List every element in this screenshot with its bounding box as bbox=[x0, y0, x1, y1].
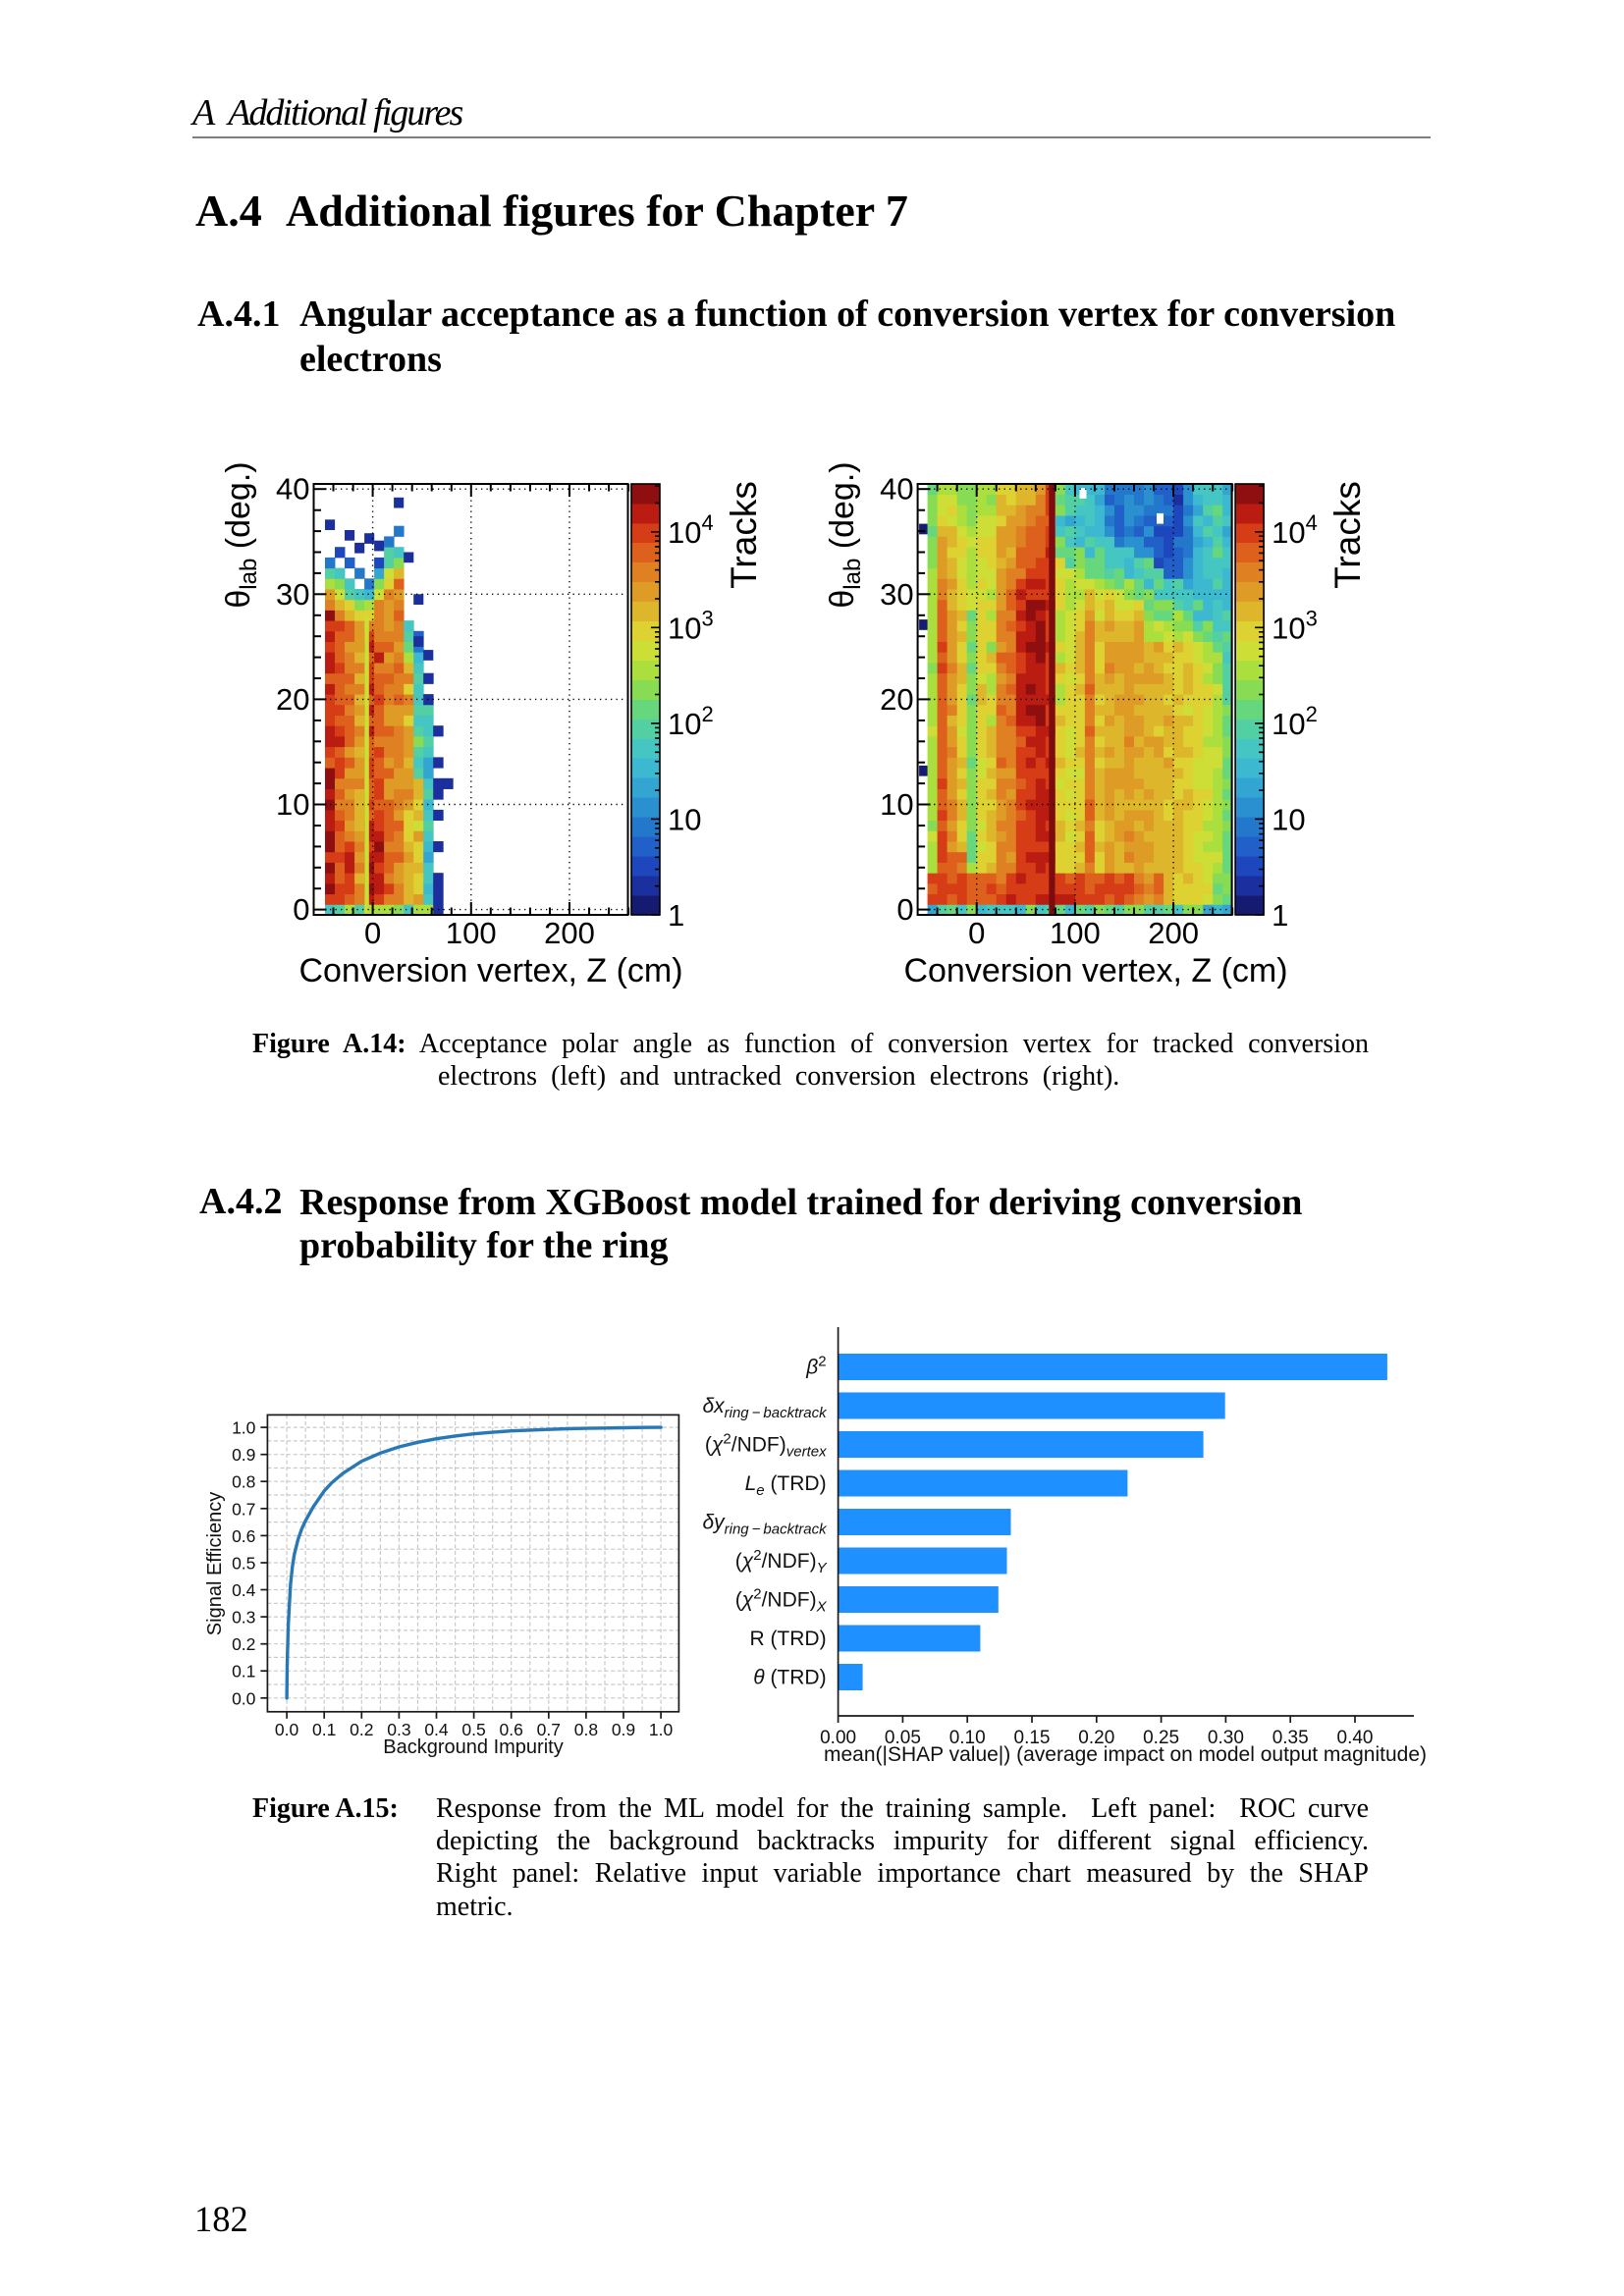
svg-text:Tracks: Tracks bbox=[1327, 481, 1368, 589]
svg-text:Tracks: Tracks bbox=[724, 481, 764, 589]
svg-text:mean(|SHAP value|) (average im: mean(|SHAP value|) (average impact on mo… bbox=[824, 1743, 1427, 1766]
svg-text:Background Impurity: Background Impurity bbox=[383, 1736, 563, 1758]
svg-text:0.5: 0.5 bbox=[232, 1554, 255, 1574]
svg-text:Le (TRD): Le (TRD) bbox=[745, 1472, 827, 1499]
svg-text:Conversion vertex, Z (cm): Conversion vertex, Z (cm) bbox=[298, 952, 682, 989]
svg-text:200: 200 bbox=[544, 916, 595, 950]
svg-text:0.3: 0.3 bbox=[387, 1720, 410, 1739]
svg-text:0.1: 0.1 bbox=[312, 1720, 336, 1739]
svg-text:0: 0 bbox=[293, 892, 309, 927]
svg-text:0.5: 0.5 bbox=[461, 1720, 485, 1739]
svg-text:R (TRD): R (TRD) bbox=[749, 1628, 826, 1650]
svg-text:0.3: 0.3 bbox=[232, 1608, 255, 1628]
svg-text:1: 1 bbox=[668, 898, 684, 933]
svg-text:(χ2/NDF)Y: (χ2/NDF)Y bbox=[735, 1547, 828, 1576]
svg-text:0.7: 0.7 bbox=[537, 1720, 561, 1739]
svg-text:0: 0 bbox=[896, 892, 913, 927]
svg-text:100: 100 bbox=[1050, 916, 1101, 950]
svg-text:200: 200 bbox=[1148, 916, 1199, 950]
svg-text:0.9: 0.9 bbox=[232, 1445, 255, 1465]
svg-text:30: 30 bbox=[880, 577, 913, 612]
svg-text:0.0: 0.0 bbox=[275, 1720, 299, 1739]
svg-text:1.0: 1.0 bbox=[232, 1418, 256, 1438]
svg-text:20: 20 bbox=[276, 682, 309, 717]
svg-text:10: 10 bbox=[276, 787, 309, 822]
svg-text:0.25: 0.25 bbox=[1143, 1728, 1179, 1748]
svg-text:0: 0 bbox=[968, 916, 985, 950]
svg-text:0.40: 0.40 bbox=[1337, 1728, 1374, 1748]
svg-text:0.05: 0.05 bbox=[885, 1728, 921, 1748]
svg-text:0.4: 0.4 bbox=[232, 1580, 256, 1600]
svg-text:0.8: 0.8 bbox=[232, 1472, 255, 1492]
svg-text:0.1: 0.1 bbox=[232, 1662, 255, 1682]
svg-text:104: 104 bbox=[668, 510, 714, 550]
svg-text:0.10: 0.10 bbox=[949, 1728, 986, 1748]
svg-text:0.9: 0.9 bbox=[612, 1720, 635, 1739]
svg-text:0.6: 0.6 bbox=[500, 1720, 523, 1739]
svg-text:(χ2/NDF)X: (χ2/NDF)X bbox=[735, 1586, 828, 1616]
svg-text:Conversion vertex, Z (cm): Conversion vertex, Z (cm) bbox=[903, 952, 1287, 989]
svg-text:100: 100 bbox=[446, 916, 497, 950]
svg-text:0.2: 0.2 bbox=[350, 1720, 373, 1739]
svg-text:0.15: 0.15 bbox=[1014, 1728, 1051, 1748]
svg-text:θ (TRD): θ (TRD) bbox=[753, 1667, 826, 1689]
svg-text:θlab (deg.): θlab (deg.) bbox=[824, 461, 866, 608]
svg-text:0.0: 0.0 bbox=[232, 1688, 256, 1708]
svg-text:β2: β2 bbox=[805, 1354, 826, 1379]
svg-text:40: 40 bbox=[276, 472, 309, 507]
svg-text:0: 0 bbox=[364, 916, 381, 950]
svg-text:0.30: 0.30 bbox=[1208, 1728, 1244, 1748]
svg-text:10: 10 bbox=[668, 802, 701, 836]
svg-text:30: 30 bbox=[276, 577, 309, 612]
svg-text:1: 1 bbox=[1272, 898, 1288, 933]
svg-text:1.0: 1.0 bbox=[649, 1720, 674, 1739]
svg-text:0.6: 0.6 bbox=[232, 1526, 255, 1546]
svg-text:10: 10 bbox=[1272, 802, 1305, 836]
svg-text:20: 20 bbox=[880, 682, 913, 717]
svg-text:40: 40 bbox=[880, 472, 913, 507]
svg-text:0.2: 0.2 bbox=[232, 1634, 255, 1654]
svg-text:0.00: 0.00 bbox=[820, 1728, 856, 1748]
svg-text:0.4: 0.4 bbox=[424, 1720, 449, 1739]
svg-text:0.8: 0.8 bbox=[574, 1720, 598, 1739]
svg-text:0.7: 0.7 bbox=[232, 1499, 255, 1519]
svg-text:(χ2/NDF)vertex: (χ2/NDF)vertex bbox=[705, 1431, 827, 1461]
svg-text:10: 10 bbox=[880, 787, 913, 822]
svg-text:δyring − backtrack: δyring − backtrack bbox=[702, 1512, 828, 1538]
svg-text:0.35: 0.35 bbox=[1272, 1728, 1309, 1748]
svg-text:Signal Efficiency: Signal Efficiency bbox=[204, 1492, 226, 1635]
svg-text:δxring − backtrack: δxring − backtrack bbox=[702, 1395, 828, 1421]
svg-text:0.20: 0.20 bbox=[1078, 1728, 1114, 1748]
